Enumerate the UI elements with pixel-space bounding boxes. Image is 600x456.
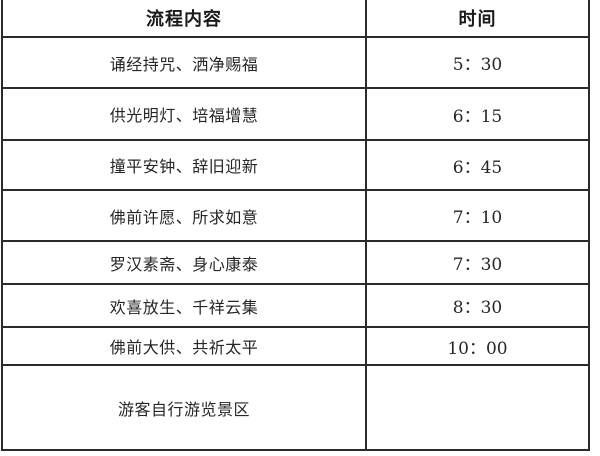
table-row: 游客自行游览景区: [1, 364, 590, 451]
time-cell: 7：30: [365, 240, 590, 285]
column-header-process: 流程内容: [1, 0, 367, 38]
time-cell: 10：00: [365, 326, 590, 366]
table-row: 供光明灯、培福增慧 6：15: [1, 87, 590, 141]
time-cell: 8：30: [365, 283, 590, 328]
table-row: 撞平安钟、辞旧迎新 6：45: [1, 139, 590, 191]
column-header-time: 时间: [365, 0, 590, 38]
table-row: 欢喜放生、千祥云集 8：30: [1, 283, 590, 328]
process-cell: 供光明灯、培福增慧: [1, 87, 367, 141]
table-row: 罗汉素斋、身心康泰 7：30: [1, 240, 590, 285]
process-cell: 罗汉素斋、身心康泰: [1, 240, 367, 285]
header-row: 流程内容 时间: [1, 0, 590, 38]
time-cell: 7：10: [365, 189, 590, 242]
process-cell: 撞平安钟、辞旧迎新: [1, 139, 367, 191]
time-cell: [365, 364, 590, 451]
time-cell: 6：45: [365, 139, 590, 191]
process-cell: 佛前许愿、所求如意: [1, 189, 367, 242]
process-cell: 游客自行游览景区: [1, 364, 367, 451]
schedule-table: 流程内容 时间 诵经持咒、洒净赐福 5：30 供光明灯、培福增慧 6：15 撞平…: [1, 0, 590, 451]
process-cell: 欢喜放生、千祥云集: [1, 283, 367, 328]
time-cell: 5：30: [365, 36, 590, 89]
schedule-table-body: 诵经持咒、洒净赐福 5：30 供光明灯、培福增慧 6：15 撞平安钟、辞旧迎新 …: [1, 36, 590, 451]
process-cell: 诵经持咒、洒净赐福: [1, 36, 367, 89]
table-row: 佛前许愿、所求如意 7：10: [1, 189, 590, 242]
time-cell: 6：15: [365, 87, 590, 141]
table-row: 诵经持咒、洒净赐福 5：30: [1, 36, 590, 89]
process-cell: 佛前大供、共祈太平: [1, 326, 367, 366]
table-row: 佛前大供、共祈太平 10：00: [1, 326, 590, 366]
